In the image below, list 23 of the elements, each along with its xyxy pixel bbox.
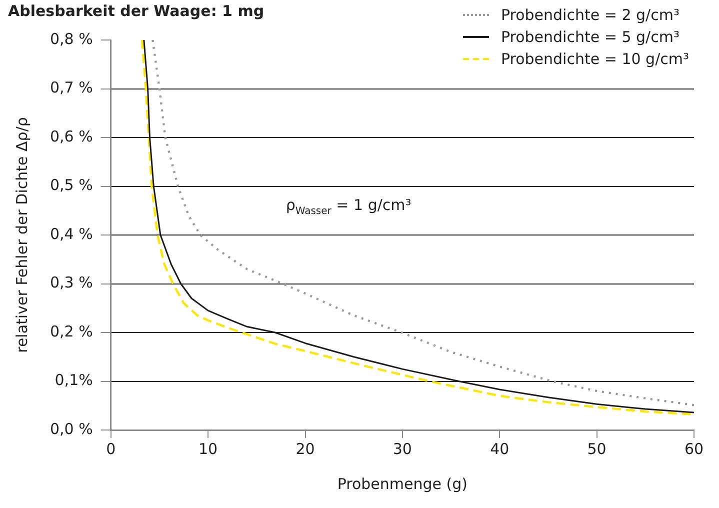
x-axis-title: Probenmenge (g): [337, 474, 468, 493]
x-tick-label: 30: [392, 440, 412, 458]
y-tick-label: 0,1%: [54, 371, 93, 390]
y-tick-label: 0,8 %: [50, 30, 93, 48]
chart-title: Ablesbarkeit der Waage: 1 mg: [8, 2, 264, 20]
y-tick-label: 0,6 %: [50, 127, 93, 146]
x-tick-label: 20: [296, 440, 315, 458]
x-tick-label: 60: [684, 440, 704, 458]
legend-label: Probendichte = 5 g/cm³: [500, 28, 680, 46]
x-tick-label: 40: [490, 440, 510, 458]
x-tick-label: 0: [106, 440, 116, 458]
y-tick-label: 0,7 %: [50, 78, 93, 97]
y-tick-label: 0,3 %: [50, 274, 93, 292]
legend-label: Probendichte = 2 g/cm³: [500, 6, 680, 24]
annotation: ρ$_{Wasser}$ = 1 g/cm³: [286, 196, 412, 217]
y-tick-label: 0,5 %: [50, 176, 93, 194]
x-tick-label: 50: [587, 440, 606, 458]
x-tick-label: 10: [198, 440, 218, 458]
legend-label: Probendichte = 10 g/cm³: [500, 50, 689, 68]
y-tick-label: 0,2 %: [50, 322, 93, 340]
y-tick-label: 0,4 %: [50, 224, 93, 243]
y-axis-title: relativer Fehler der Dichte Δρ/ρ: [12, 117, 31, 353]
y-tick-label: 0,0 %: [50, 420, 93, 438]
